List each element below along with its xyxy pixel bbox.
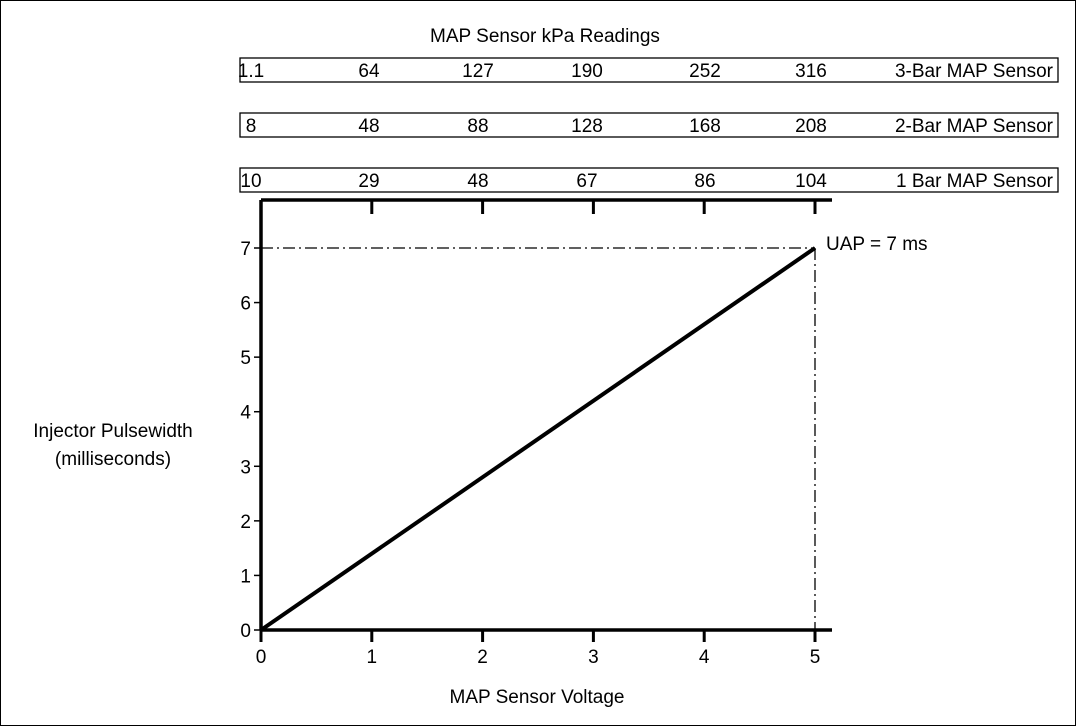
reference-lines [261, 247, 816, 630]
pulsewidth-series-line [259, 246, 817, 632]
sensor-row-value: 104 [795, 171, 827, 192]
y-tick-label: 5 [240, 348, 251, 369]
sensor-row-value: 1.1 [238, 61, 264, 82]
sensor-row-box [239, 167, 1059, 193]
sensor-row-name: 2-Bar MAP Sensor [895, 116, 1054, 137]
y-tick-label: 7 [240, 239, 251, 260]
sensor-row-name: 1 Bar MAP Sensor [896, 171, 1054, 192]
y-tick-label: 2 [240, 512, 251, 533]
x-tick-label: 1 [367, 647, 378, 668]
sensor-row-value: 64 [358, 61, 380, 82]
sensor-row-value: 128 [571, 116, 603, 137]
sensor-row-value: 48 [467, 171, 488, 192]
series-group [259, 246, 817, 632]
x-tick-label: 5 [810, 647, 821, 668]
sensor-row-value: 316 [795, 61, 827, 82]
sensor-row-box [239, 112, 1059, 138]
y-tick-label: 0 [240, 621, 251, 642]
sensor-scales: 1.1 64 127 190 252 316 3-Bar MAP Sensor 8 48 88 12… [238, 57, 1059, 193]
uap-annotation: UAP = 7 ms [826, 234, 928, 255]
axes [259, 198, 832, 632]
x-tick-label: 2 [477, 647, 488, 668]
sensor-row-value: 252 [689, 61, 721, 82]
sensor-row-value: 67 [576, 171, 597, 192]
y-axis-ticks: 0 1 2 3 4 5 6 7 [240, 239, 261, 642]
chart-title: MAP Sensor kPa Readings [430, 26, 660, 47]
sensor-row-value: 208 [795, 116, 827, 137]
sensor-row-name: 3-Bar MAP Sensor [895, 61, 1054, 82]
x-axis-ticks: 0 1 2 3 4 5 [256, 200, 821, 668]
sensor-row-value: 88 [467, 116, 488, 137]
y-axis-label-line-2: (milliseconds) [55, 449, 171, 470]
sensor-row-value: 168 [689, 116, 721, 137]
y-tick-label: 1 [240, 566, 251, 587]
x-tick-label: 0 [256, 647, 267, 668]
x-axis-label: MAP Sensor Voltage [450, 687, 625, 708]
sensor-row-value: 86 [694, 171, 715, 192]
y-tick-label: 4 [240, 403, 251, 424]
x-tick-label: 4 [699, 647, 710, 668]
sensor-row-value: 10 [240, 171, 261, 192]
x-tick-label: 3 [588, 647, 599, 668]
y-tick-label: 6 [240, 294, 251, 315]
sensor-row-value: 48 [358, 116, 379, 137]
y-axis-label-line-1: Injector Pulsewidth [33, 421, 192, 442]
y-tick-label: 3 [240, 457, 251, 478]
sensor-row-value: 127 [462, 61, 494, 82]
sensor-row-value: 8 [246, 116, 257, 137]
sensor-row-value: 29 [358, 171, 379, 192]
sensor-row-box [239, 57, 1059, 83]
sensor-row-value: 190 [571, 61, 603, 82]
